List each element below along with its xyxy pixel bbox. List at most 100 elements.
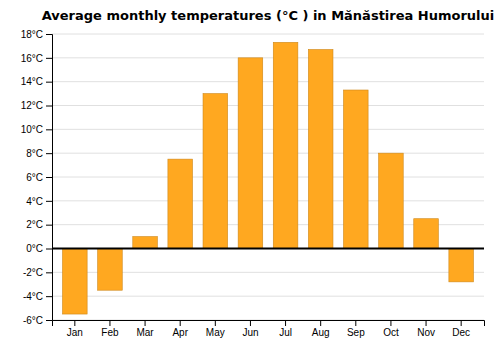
bar	[379, 153, 404, 248]
y-tick: 6°C	[26, 172, 52, 183]
y-tick: 8°C	[26, 148, 52, 159]
bar	[238, 58, 263, 249]
y-axis-line	[46, 35, 53, 321]
y-axis: -6°C -4°C -2°C 0°C 2°C 4°C 6°C 8°C 10°C 12°C 14°C 1…	[21, 29, 53, 326]
x-tick-mark	[390, 320, 391, 326]
y-tick-label: 8°C	[26, 148, 43, 159]
y-tick-mark	[46, 129, 52, 130]
x-tick-label: Jun	[242, 327, 258, 338]
grid-line	[52, 129, 484, 130]
y-tick-mark	[46, 249, 52, 250]
bar	[449, 249, 474, 282]
x-tick-mark	[250, 320, 251, 326]
y-tick: 10°C	[21, 124, 52, 135]
x-tick: Oct	[383, 320, 399, 338]
bar	[414, 219, 439, 249]
plot-area: -6°C -4°C -2°C 0°C 2°C 4°C 6°C 8°C 10°C 12°C 14°C 1…	[21, 29, 485, 338]
x-tick-label: Apr	[172, 327, 188, 338]
zero-line	[52, 248, 484, 250]
x-tick-mark	[320, 320, 321, 326]
bar	[273, 42, 298, 248]
y-tick-label: -6°C	[23, 315, 43, 326]
y-tick-label: 6°C	[26, 172, 43, 183]
x-tick: Aug	[312, 320, 330, 338]
grid	[52, 34, 484, 320]
x-tick: Jun	[242, 320, 258, 338]
chart: Average monthly temperatures (°C ) in Mă…	[0, 0, 500, 350]
y-tick: 2°C	[26, 219, 52, 230]
bar	[98, 249, 123, 291]
y-tick-mark	[46, 225, 52, 226]
x-tick: Nov	[417, 320, 435, 338]
y-tick-mark	[46, 106, 52, 107]
y-tick-label: 12°C	[21, 100, 43, 111]
x-tick-mark	[145, 320, 146, 326]
x-tick: Dec	[452, 320, 470, 338]
y-tick-label: -4°C	[23, 291, 43, 302]
x-tick-mark	[426, 320, 427, 326]
y-tick-label: 0°C	[26, 243, 43, 254]
x-tick-label: May	[206, 327, 225, 338]
x-tick-mark	[180, 320, 181, 326]
x-tick-label: Jul	[279, 327, 292, 338]
grid-line	[52, 105, 484, 106]
y-tick-mark	[46, 272, 52, 273]
x-tick-label: Sep	[347, 327, 365, 338]
x-axis: Jan Feb Mar Apr May Jun Jul Aug Sep Oct Nov Dec	[53, 320, 485, 338]
y-tick: -6°C	[23, 315, 52, 326]
x-tick-label: Feb	[101, 327, 119, 338]
bar	[63, 249, 88, 315]
grid-line	[52, 296, 484, 297]
y-tick-mark	[46, 82, 52, 83]
y-tick-label: 14°C	[21, 76, 43, 87]
y-tick-label: 18°C	[21, 29, 43, 40]
y-tick: 18°C	[21, 29, 52, 40]
x-tick-label: Jan	[67, 327, 83, 338]
x-tick-mark	[109, 320, 110, 326]
x-tick-label: Aug	[312, 327, 330, 338]
x-tick: Feb	[101, 320, 119, 338]
title: Average monthly temperatures (°C ) in Mă…	[42, 8, 495, 23]
y-tick-mark	[46, 296, 52, 297]
x-tick-label: Oct	[383, 327, 399, 338]
y-tick: -2°C	[23, 267, 52, 278]
y-tick: 14°C	[21, 76, 52, 87]
x-tick-mark	[355, 320, 356, 326]
marks	[63, 42, 474, 314]
y-tick: 16°C	[21, 53, 52, 64]
x-tick-mark	[285, 320, 286, 326]
y-tick-mark	[46, 177, 52, 178]
y-tick-mark	[46, 153, 52, 154]
grid-line	[52, 200, 484, 201]
bar	[133, 237, 158, 249]
y-tick-mark	[46, 201, 52, 202]
grid-line	[52, 248, 484, 249]
x-tick: Mar	[136, 320, 154, 338]
x-tick: Sep	[347, 320, 365, 338]
bar	[203, 94, 228, 249]
x-tick-label: Dec	[452, 327, 470, 338]
bar	[168, 159, 193, 248]
x-tick: Jan	[67, 320, 83, 338]
x-tick-label: Nov	[417, 327, 435, 338]
x-axis-line	[53, 321, 485, 327]
y-tick: 12°C	[21, 100, 52, 111]
grid-line	[52, 153, 484, 154]
y-tick-label: 10°C	[21, 124, 43, 135]
y-tick-label: 16°C	[21, 53, 43, 64]
x-tick: Apr	[172, 320, 188, 338]
grid-line	[52, 57, 484, 58]
y-tick: 0°C	[26, 243, 52, 254]
y-tick: 4°C	[26, 196, 52, 207]
y-tick-mark	[46, 320, 52, 321]
y-tick: -4°C	[23, 291, 52, 302]
y-tick-label: 2°C	[26, 219, 43, 230]
y-tick-mark	[46, 34, 52, 35]
x-tick-label: Mar	[136, 327, 154, 338]
grid-line	[52, 81, 484, 82]
x-tick: Jul	[279, 320, 292, 338]
grid-line	[52, 177, 484, 178]
y-tick-label: 4°C	[26, 196, 43, 207]
bar	[308, 49, 333, 248]
y-tick-mark	[46, 58, 52, 59]
